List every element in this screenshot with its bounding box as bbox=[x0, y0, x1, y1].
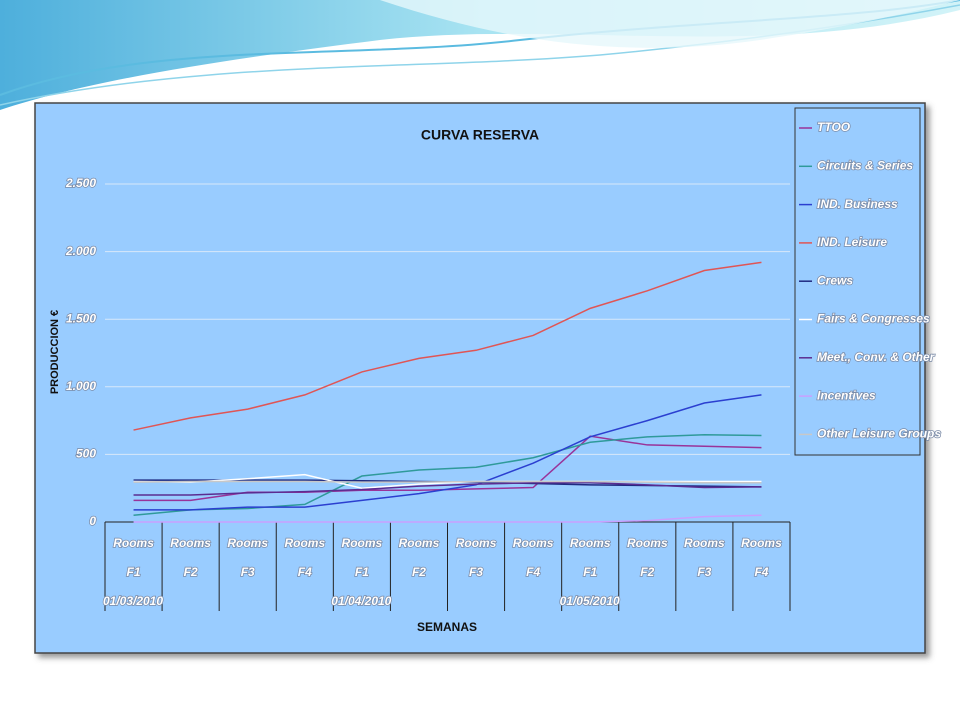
x-tick-label: Rooms bbox=[741, 536, 782, 550]
x-tick-sublabel: F2 bbox=[412, 565, 426, 579]
y-tick-label: 1.500 bbox=[66, 311, 96, 325]
series-line bbox=[133, 394, 762, 511]
y-tick-label: 2.500 bbox=[65, 176, 96, 190]
chart-panel bbox=[34, 102, 926, 654]
legend-box bbox=[794, 107, 921, 456]
x-date-label: 01/04/2010 bbox=[331, 594, 391, 608]
x-tick-sublabel: F3 bbox=[697, 565, 711, 579]
series-line bbox=[133, 482, 762, 496]
x-date-label: 01/03/2010 bbox=[103, 594, 163, 608]
x-tick-sublabel: F3 bbox=[241, 565, 255, 579]
legend-label: Fairs & Congresses bbox=[817, 312, 930, 326]
x-tick-label: Rooms bbox=[113, 536, 154, 550]
x-tick-label: Rooms bbox=[684, 536, 725, 550]
x-tick-sublabel: F1 bbox=[583, 565, 597, 579]
x-tick-label: Rooms bbox=[456, 536, 497, 550]
y-tick-label: 0 bbox=[89, 514, 96, 528]
legend-label: Other Leisure Groups bbox=[817, 427, 941, 441]
series-line bbox=[133, 480, 762, 484]
x-tick-label: Rooms bbox=[170, 536, 211, 550]
chart-title: CURVA RESERVA bbox=[421, 127, 539, 143]
legend-label: IND. Business bbox=[817, 197, 898, 211]
x-axis-label: SEMANAS bbox=[417, 620, 477, 634]
series-line bbox=[133, 473, 762, 489]
legend-label: Crews bbox=[817, 273, 853, 287]
y-tick-label: 2.000 bbox=[65, 244, 96, 258]
x-tick-label: Rooms bbox=[570, 536, 611, 550]
x-tick-sublabel: F1 bbox=[355, 565, 369, 579]
legend-label: Incentives bbox=[817, 388, 876, 402]
legend-label: TTOO bbox=[817, 120, 851, 134]
y-tick-label: 1.000 bbox=[66, 379, 96, 393]
series-line bbox=[133, 434, 762, 516]
x-tick-label: Rooms bbox=[627, 536, 668, 550]
series-line bbox=[133, 514, 762, 523]
legend-label: Meet., Conv. & Other bbox=[817, 350, 936, 364]
x-tick-sublabel: F4 bbox=[526, 565, 540, 579]
series-line bbox=[133, 261, 762, 431]
x-tick-label: Rooms bbox=[284, 536, 325, 550]
x-tick-sublabel: F1 bbox=[127, 565, 141, 579]
legend-label: IND. Leisure bbox=[817, 235, 887, 249]
x-tick-label: Rooms bbox=[399, 536, 440, 550]
x-tick-label: Rooms bbox=[513, 536, 554, 550]
x-tick-sublabel: F2 bbox=[640, 565, 654, 579]
x-tick-sublabel: F2 bbox=[184, 565, 198, 579]
y-axis-label: PRODUCCION € bbox=[49, 310, 61, 394]
x-tick-label: Rooms bbox=[227, 536, 268, 550]
x-tick-sublabel: F3 bbox=[469, 565, 483, 579]
decoration-waves bbox=[0, 0, 960, 110]
x-date-label: 01/05/2010 bbox=[560, 594, 620, 608]
y-tick-label: 500 bbox=[76, 447, 96, 461]
legend-label: Circuits & Series bbox=[817, 158, 913, 172]
x-tick-sublabel: F4 bbox=[754, 565, 768, 579]
x-tick-sublabel: F4 bbox=[298, 565, 312, 579]
x-tick-label: Rooms bbox=[342, 536, 383, 550]
